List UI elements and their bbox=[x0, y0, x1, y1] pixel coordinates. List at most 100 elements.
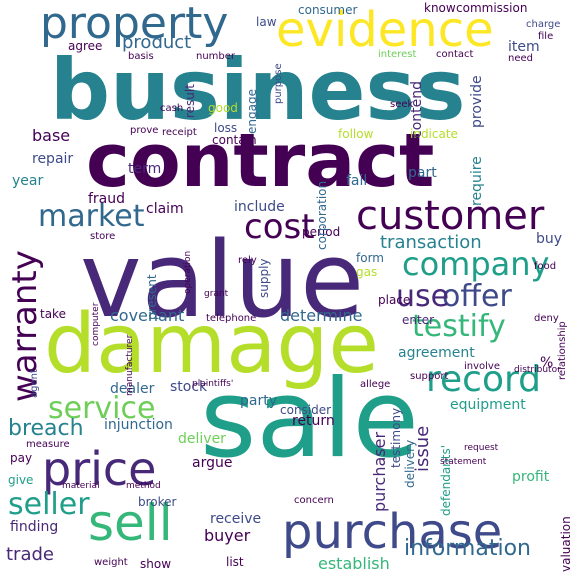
word-plaintiffs: plaintiffs' bbox=[192, 379, 234, 389]
word-seller: seller bbox=[8, 487, 90, 522]
word-injunction: injunction bbox=[104, 417, 173, 433]
word-testify: testify bbox=[412, 309, 506, 344]
word-record: record bbox=[426, 359, 541, 400]
word-deliver: deliver bbox=[178, 431, 226, 447]
word-corporation: corporation bbox=[315, 180, 329, 250]
word-require: require bbox=[469, 156, 485, 206]
word-argue: argue bbox=[192, 455, 233, 471]
word-finding: finding bbox=[10, 519, 59, 535]
word-broker: broker bbox=[138, 495, 177, 509]
word-commission: commission bbox=[456, 1, 528, 15]
word-measure: measure bbox=[26, 439, 70, 450]
word-product: product bbox=[122, 32, 192, 53]
word-percent: % bbox=[540, 355, 554, 371]
word-support: support bbox=[410, 371, 449, 382]
word-equipment: equipment bbox=[450, 397, 526, 413]
word-place: place bbox=[378, 293, 411, 307]
word-stock: stock bbox=[170, 379, 208, 395]
word-allege: allege bbox=[360, 379, 391, 390]
word-valuation: valuation bbox=[559, 516, 573, 572]
word-good: good bbox=[208, 101, 238, 115]
word-know: know bbox=[424, 1, 456, 15]
word-concern: concern bbox=[294, 495, 334, 506]
word-list: list bbox=[226, 555, 244, 569]
word-purchaser: purchaser bbox=[370, 431, 389, 512]
word-supply: supply bbox=[257, 258, 271, 298]
word-purpose: purpose bbox=[273, 63, 284, 104]
word-give: give bbox=[8, 473, 34, 487]
word-claim: claim bbox=[146, 201, 184, 217]
word-need: need bbox=[508, 53, 533, 64]
word-cash: cash bbox=[160, 103, 184, 114]
word-interest: interest bbox=[378, 49, 417, 60]
word-fail: fail bbox=[346, 173, 368, 189]
word-show: show bbox=[140, 557, 172, 571]
word-dealer: dealer bbox=[110, 381, 155, 397]
word-buyer: buyer bbox=[204, 526, 251, 545]
word-fraud: fraud bbox=[88, 191, 126, 207]
word-establish: establish bbox=[318, 554, 390, 573]
word-rely: rely bbox=[238, 255, 257, 266]
word-party: party bbox=[240, 393, 277, 409]
word-damage: damage bbox=[44, 297, 379, 392]
word-period: period bbox=[302, 225, 341, 239]
word-method: method bbox=[126, 481, 161, 491]
word-delivery: delivery bbox=[403, 439, 417, 488]
word-charge: charge bbox=[526, 19, 561, 30]
word-provide: provide bbox=[469, 75, 485, 128]
word-file: file bbox=[538, 31, 554, 42]
word-indicate: indicate bbox=[410, 127, 458, 141]
word-testimony: testimony bbox=[389, 407, 403, 468]
word-prove: prove bbox=[130, 125, 159, 136]
word-sell: sell bbox=[88, 494, 173, 552]
word-trade: trade bbox=[6, 544, 54, 565]
word-agreement: agreement bbox=[398, 345, 475, 361]
word-buy: buy bbox=[536, 231, 563, 247]
word-profit: profit bbox=[512, 469, 550, 485]
word-store: store bbox=[90, 231, 116, 242]
word-contact: contact bbox=[436, 49, 474, 60]
word-cost: cost bbox=[244, 207, 315, 247]
word-customer: customer bbox=[356, 193, 545, 239]
word-return: return bbox=[292, 413, 335, 429]
word-include: include bbox=[234, 199, 285, 215]
word-operation: operation bbox=[183, 250, 193, 294]
word-contract: contract bbox=[86, 118, 435, 204]
word-telephone: telephone bbox=[206, 313, 257, 324]
word-material: material bbox=[62, 481, 100, 491]
word-value: value bbox=[80, 219, 365, 341]
word-consider: consider bbox=[280, 403, 332, 417]
word-enter: enter bbox=[402, 313, 435, 327]
word-receive: receive bbox=[210, 511, 262, 527]
word-computer: computer bbox=[91, 302, 101, 346]
word-result: result bbox=[183, 84, 197, 118]
word-part: part bbox=[408, 165, 437, 181]
word-sale: sale bbox=[200, 357, 419, 482]
word-price: price bbox=[42, 442, 157, 496]
word-agree: agree bbox=[68, 39, 103, 53]
word-gas: gas bbox=[356, 265, 378, 279]
word-repair: repair bbox=[32, 151, 74, 167]
word-engage: engage bbox=[245, 89, 259, 134]
word-statement: statement bbox=[440, 457, 487, 467]
word-item: item bbox=[508, 39, 540, 55]
word-term: term bbox=[128, 161, 162, 177]
word-deny: deny bbox=[534, 313, 559, 324]
word-basis: basis bbox=[128, 51, 154, 62]
word-determine: determine bbox=[280, 306, 363, 325]
word-market: market bbox=[38, 199, 145, 234]
word-food: food bbox=[534, 261, 557, 272]
word-breach: breach bbox=[8, 416, 84, 441]
word-purchase: purchase bbox=[282, 504, 503, 560]
word-consumer: consumer bbox=[298, 3, 358, 17]
word-service: service bbox=[48, 391, 156, 426]
word-base: base bbox=[32, 126, 71, 145]
word-contain: contain bbox=[212, 133, 257, 147]
word-take: take bbox=[40, 307, 66, 321]
word-distributor: distributor bbox=[514, 365, 561, 375]
word-evidence: evidence bbox=[276, 2, 494, 58]
word-form: form bbox=[356, 251, 384, 265]
word-use: use bbox=[396, 279, 450, 314]
word-property: property bbox=[40, 0, 229, 49]
